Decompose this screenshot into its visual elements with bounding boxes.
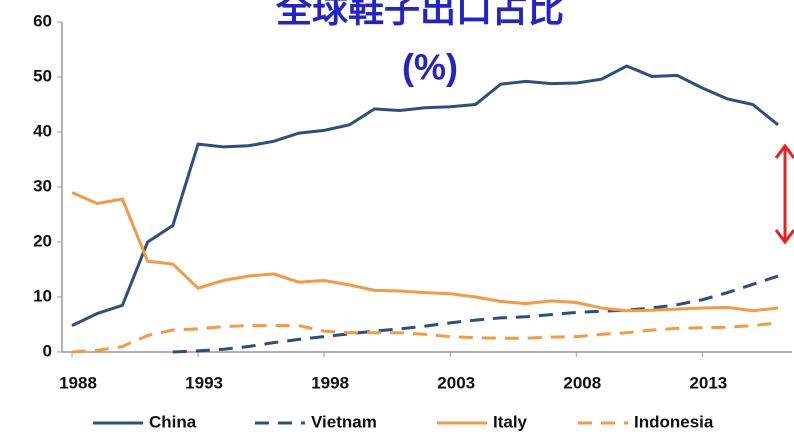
y-tick-label: 30 [33, 176, 52, 195]
x-tick-label: 2013 [689, 373, 727, 392]
series-line [172, 274, 779, 354]
chart-subtitle: (%) [402, 47, 458, 88]
y-tick-label: 20 [33, 231, 52, 250]
y-tick-label: 10 [33, 286, 52, 305]
series-line [71, 64, 779, 327]
x-tick-label: 2003 [437, 373, 475, 392]
y-tick-label: 40 [33, 121, 52, 140]
y-tick-label: 50 [33, 66, 52, 85]
series-line [71, 191, 779, 313]
x-tick-label: 1988 [59, 373, 97, 392]
x-tick-label: 1993 [185, 373, 223, 392]
series-line [71, 321, 779, 354]
legend-label: Vietnam [311, 412, 377, 431]
x-tick-label: 1998 [311, 373, 349, 392]
legend-label: China [149, 412, 197, 431]
y-tick-label: 60 [33, 11, 52, 30]
legend-label: Indonesia [634, 412, 714, 431]
y-tick-label: 0 [43, 341, 52, 360]
legend-label: Italy [493, 412, 528, 431]
x-tick-label: 2008 [563, 373, 601, 392]
chart-title: 全球鞋子出口占比 [275, 0, 564, 30]
range-arrow [774, 143, 794, 245]
